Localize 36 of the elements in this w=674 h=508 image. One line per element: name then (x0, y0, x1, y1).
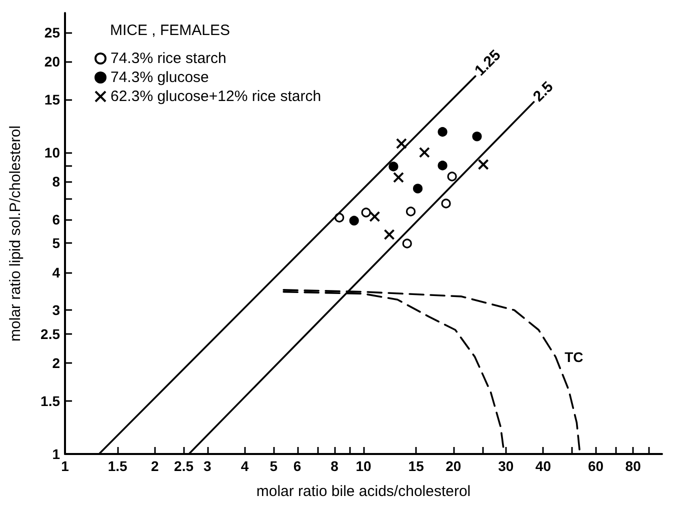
series-label: TC (564, 348, 584, 365)
x-tick-label: 5 (270, 458, 278, 474)
y-tick-label: 1.5 (40, 392, 60, 409)
x-tick-label: 3 (204, 458, 212, 474)
x-tick-label: 1.5 (108, 458, 128, 474)
y-tick-label: 2.5 (40, 326, 60, 342)
y-tick-label: 10 (44, 144, 60, 160)
y-tick-label: 8 (52, 174, 60, 190)
x-tick-label: 20 (446, 458, 462, 474)
y-axis-title: molar ratio lipid sol.P/cholesterol (7, 126, 24, 342)
x-tick-label: 40 (535, 458, 552, 474)
text: 2.5 (530, 78, 557, 106)
x-tick-label: 4 (240, 458, 249, 474)
y-tick-label: 4 (52, 264, 60, 280)
x-tick-label: 6 (293, 458, 302, 474)
y-tick-label: 6 (52, 211, 60, 228)
x-tick-label: 80 (625, 458, 642, 474)
x-tick-label: 15 (408, 458, 424, 474)
x-axis-title: molar ratio bile acids/cholesterol (256, 483, 471, 500)
y-tick-label: 2 (52, 355, 60, 372)
legend-label: 74.3% glucose (110, 69, 209, 86)
legend-title: MICE , FEMALES (110, 22, 230, 39)
x-tick-label: 60 (588, 458, 604, 474)
x-tick-label: 2.5 (174, 458, 194, 474)
x-tick-label: 10 (356, 458, 372, 474)
x-tick-label: 8 (330, 458, 339, 474)
x-tick-label: 2 (150, 458, 159, 474)
legend-label: 62.3% glucose+12% rice starch (110, 88, 322, 105)
x-tick-label: 30 (498, 458, 514, 474)
y-tick-label: 25 (44, 24, 60, 40)
legend-label: 74.3% rice starch (110, 50, 226, 67)
y-tick-label: 20 (44, 54, 60, 70)
y-tick-label: 1 (52, 446, 60, 462)
y-tick-label: 5 (52, 235, 60, 252)
y-tick-label: 3 (52, 302, 60, 318)
y-tick-label: 15 (44, 91, 60, 108)
